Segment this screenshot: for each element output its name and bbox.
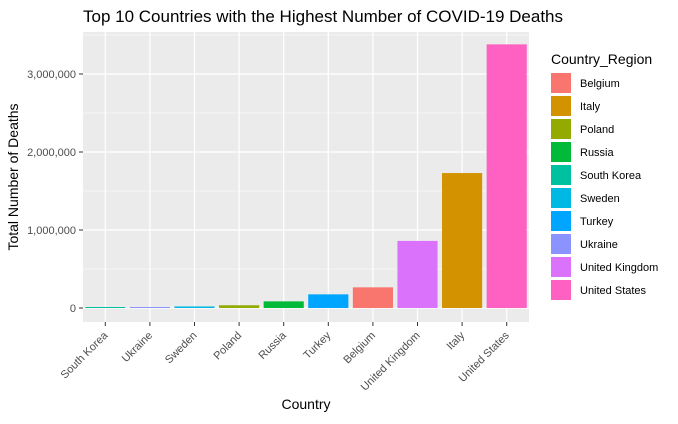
- legend-label: Turkey: [580, 216, 614, 228]
- x-tick-label: Italy: [444, 329, 467, 352]
- bar-belgium: [352, 287, 393, 308]
- legend-label: Belgium: [580, 78, 620, 90]
- y-tick-label: 2,000,000: [27, 147, 76, 159]
- x-tick-label: Ukraine: [120, 330, 155, 365]
- legend-label: Italy: [580, 101, 601, 113]
- y-axis: 0 1,000,000 2,000,000 3,000,000: [27, 69, 83, 315]
- x-axis: South Korea Ukraine Sweden Poland Russia Turk…: [59, 322, 512, 393]
- legend-label: Russia: [580, 147, 615, 159]
- bar-ukraine: [129, 307, 170, 308]
- x-tick-label: Turkey: [301, 329, 333, 361]
- legend-key-ukraine: [551, 234, 571, 254]
- bar-russia: [263, 301, 304, 308]
- bar-south-korea: [85, 307, 126, 308]
- bar-italy: [442, 173, 483, 308]
- legend-key-sweden: [551, 188, 571, 208]
- y-tick-label: 3,000,000: [27, 69, 76, 81]
- legend-key-italy: [551, 96, 571, 116]
- legend-key-poland: [551, 119, 571, 139]
- bar-united-states: [486, 44, 527, 309]
- bar-turkey: [308, 294, 349, 308]
- legend-label: Poland: [580, 124, 614, 136]
- x-tick-label: Russia: [257, 329, 290, 362]
- bars: [85, 44, 527, 309]
- chart-title: Top 10 Countries with the Highest Number…: [83, 7, 563, 26]
- legend-label: South Korea: [580, 170, 642, 182]
- legend: Country_Region Belgium Italy Poland Russia S…: [551, 51, 658, 300]
- x-tick-label: Poland: [212, 330, 245, 363]
- legend-label: Sweden: [580, 193, 620, 205]
- legend-label: United States: [580, 285, 647, 297]
- legend-items: Belgium Italy Poland Russia South Korea Swede…: [551, 73, 658, 300]
- legend-key-turkey: [551, 211, 571, 231]
- x-axis-label: Country: [281, 396, 330, 412]
- x-tick-label: South Korea: [59, 329, 111, 381]
- grid-major: [83, 32, 529, 322]
- y-tick-label: 1,000,000: [27, 225, 76, 237]
- legend-key-belgium: [551, 73, 571, 93]
- legend-label: United Kingdom: [580, 262, 658, 274]
- legend-key-south-korea: [551, 165, 571, 185]
- legend-key-russia: [551, 142, 571, 162]
- x-tick-label: Belgium: [341, 330, 378, 367]
- legend-key-united-kingdom: [551, 257, 571, 277]
- y-tick-label: 0: [70, 303, 76, 315]
- bar-poland: [219, 305, 260, 308]
- legend-title: Country_Region: [551, 51, 652, 67]
- bar-sweden: [174, 306, 215, 308]
- bar-united-kingdom: [397, 240, 438, 308]
- x-tick-label: Sweden: [163, 330, 200, 367]
- legend-key-united-states: [551, 280, 571, 300]
- y-axis-label: Total Number of Deaths: [5, 103, 21, 250]
- legend-label: Ukraine: [580, 239, 618, 251]
